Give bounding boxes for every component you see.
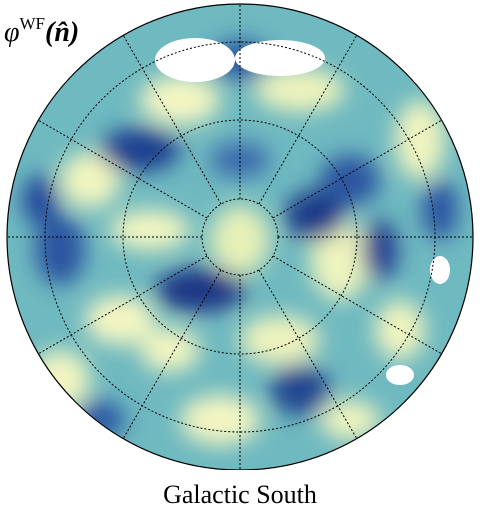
symbol: φ [4,17,20,48]
caption: Galactic South [163,480,317,509]
argument: (n̂) [45,17,80,48]
graticule [7,4,473,470]
map-label: φWF(n̂) [4,14,79,49]
map-boundary [6,3,474,470]
superscript: WF [19,14,46,33]
polar-map [6,3,474,470]
